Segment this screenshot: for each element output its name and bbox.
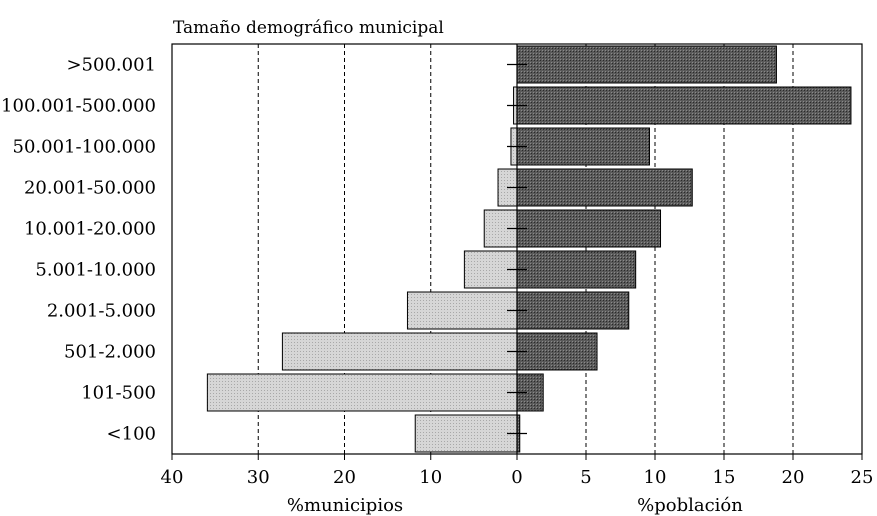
poblacion-bar	[516, 209, 662, 248]
poblacion-bar	[516, 86, 852, 125]
x-tick-label: 20	[782, 467, 805, 488]
municipios-bars	[206, 86, 518, 453]
poblacion-bar	[516, 127, 650, 166]
category-label: 50.001-100.000	[13, 137, 157, 158]
x-tick-label: 30	[247, 467, 270, 488]
x-tick-label: 40	[161, 467, 184, 488]
category-label: <100	[107, 424, 156, 445]
category-label: 101-500	[81, 383, 156, 404]
municipios-bar	[206, 373, 518, 412]
poblacion-bar	[516, 291, 630, 330]
municipios-bar	[406, 291, 518, 330]
municipios-bar	[281, 332, 518, 371]
right-axis-label: %población	[637, 495, 743, 516]
x-tick-label: 10	[644, 467, 667, 488]
chart-title: Tamaño demográfico municipal	[173, 18, 444, 38]
x-tick-label: 10	[419, 467, 442, 488]
category-label: >500.001	[66, 55, 156, 76]
poblacion-bar	[516, 250, 637, 289]
category-label: 2.001-5.000	[47, 301, 156, 322]
poblacion-bar	[516, 168, 693, 207]
x-axis-ticks: 40 30 20 10 0 5 10 15 20 25	[161, 454, 874, 488]
x-tick-label: 20	[333, 467, 356, 488]
poblacion-bars	[516, 45, 852, 453]
municipios-bar	[414, 414, 518, 453]
poblacion-bar	[516, 332, 598, 371]
grid-lines	[257, 44, 794, 454]
category-label: 5.001-10.000	[35, 260, 156, 281]
left-axis-label: %municipios	[287, 495, 403, 516]
category-label: 10.001-20.000	[24, 219, 156, 240]
category-label: 100.001-500.000	[1, 96, 156, 117]
x-tick-label: 25	[851, 467, 874, 488]
category-label: 20.001-50.000	[24, 178, 156, 199]
category-labels: >500.001 100.001-500.000 50.001-100.000 20.…	[1, 55, 156, 445]
x-tick-label: 5	[580, 467, 591, 488]
x-tick-label: 0	[511, 467, 522, 488]
poblacion-bar	[516, 45, 777, 84]
x-tick-label: 15	[713, 467, 736, 488]
category-label: 501-2.000	[64, 342, 156, 363]
